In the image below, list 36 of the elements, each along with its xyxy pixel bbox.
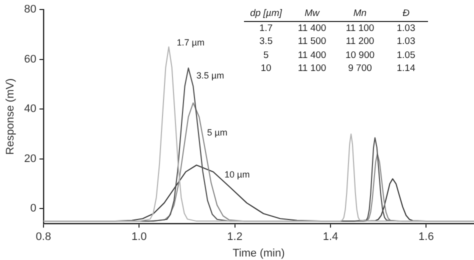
annotation: 10 900 [344,50,376,62]
annotation: 11 100 [296,63,328,76]
y-tick-label: 20 [24,152,36,165]
y-tick-label: 80 [24,4,36,16]
annotation: Mw [288,8,336,22]
series-label: 5 µm [207,127,228,138]
annotation: 1.14 [396,63,416,76]
annotation: 11 200 [344,36,376,48]
annotation: 10 [260,63,272,76]
annotation: dp [µm] [244,8,288,22]
x-tick-label: 1.6 [418,231,434,244]
y-tick-label: 40 [24,103,36,116]
x-tick-label: 0.8 [36,231,52,244]
x-axis-title: Time (min) [232,247,285,260]
annotation: 1.03 [396,36,416,48]
y-tick-label: 0 [30,202,36,215]
series-label: 10 µm [224,170,250,180]
annotation: 1.03 [396,22,416,35]
annotation: 11 500 [296,36,328,48]
y-axis-title: Response (mV) [4,78,17,155]
annotation: 11 400 [296,22,328,35]
annotation: 3.5 [258,36,274,48]
annotation: 11 100 [344,22,376,35]
annotation: 11 400 [296,50,328,62]
annotation: 1.7 [258,22,274,35]
annotation: Đ [384,8,428,22]
annotation: 9 700 [347,63,373,76]
series-label: 3.5 µm [196,70,224,81]
x-tick-label: 1.4 [322,231,338,244]
x-tick-label: 1.0 [131,231,147,244]
y-tick-label: 60 [24,53,36,66]
x-tick-label: 1.2 [227,231,242,244]
annotation: 5 [262,50,270,62]
annotation: Mn [336,8,384,22]
annotation: 1.05 [396,50,416,62]
series-label: 1.7 µm [176,37,204,48]
